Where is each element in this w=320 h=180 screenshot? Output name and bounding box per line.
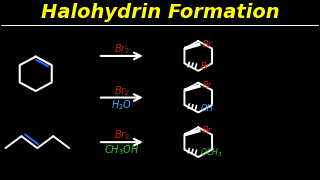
Text: $Br_2$: $Br_2$ xyxy=(114,42,130,56)
Text: Br: Br xyxy=(200,62,210,71)
Text: Br: Br xyxy=(203,40,212,49)
Text: Halohydrin Formation: Halohydrin Formation xyxy=(41,3,279,22)
Text: OH: OH xyxy=(200,104,213,113)
Text: $Br_2$: $Br_2$ xyxy=(114,128,130,142)
Text: $Br_2$: $Br_2$ xyxy=(114,84,130,98)
Text: $H_2O$: $H_2O$ xyxy=(111,98,132,112)
Text: $CH_3OH$: $CH_3OH$ xyxy=(104,143,140,157)
Text: Br: Br xyxy=(203,81,212,90)
Text: $OCH_3$: $OCH_3$ xyxy=(200,147,222,159)
Text: Br: Br xyxy=(203,126,212,135)
